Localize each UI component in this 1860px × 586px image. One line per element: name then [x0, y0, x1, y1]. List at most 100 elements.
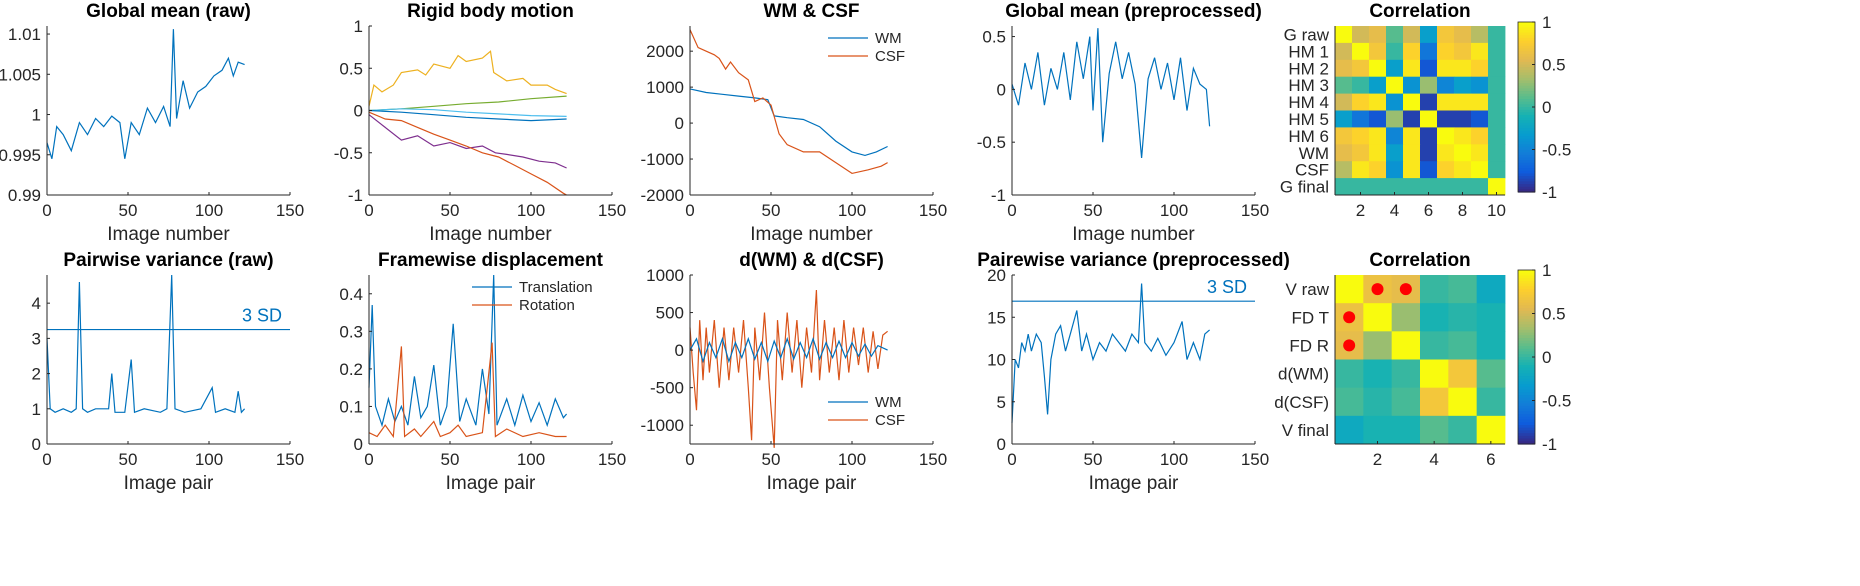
heatmap-cell — [1448, 387, 1478, 417]
heatmap-cell — [1403, 161, 1421, 179]
heatmap-cell — [1386, 93, 1404, 111]
y-tick-label: 0 — [354, 102, 363, 121]
legend-label: CSF — [875, 412, 905, 429]
x-axis-label: Image pair — [1089, 473, 1179, 494]
colorbar-segment — [1518, 313, 1535, 317]
series-line — [368, 342, 567, 439]
colorbar-tick-label: -0.5 — [1542, 141, 1571, 160]
legend-label: WM — [875, 30, 902, 47]
y-tick-label: 0.4 — [339, 285, 363, 304]
colorbar-segment — [1518, 35, 1535, 39]
colorbar-segment — [1518, 117, 1535, 121]
colorbar-segment — [1518, 64, 1535, 68]
heatmap-cell — [1488, 93, 1506, 111]
colorbar-segment — [1518, 162, 1535, 167]
colorbar-segment — [1518, 48, 1535, 52]
y-tick-label: -2000 — [641, 186, 684, 205]
heatmap-cell — [1420, 144, 1438, 162]
heatmap-cell — [1454, 110, 1472, 128]
heatmap-cell — [1471, 127, 1489, 145]
colorbar-segment — [1518, 430, 1535, 434]
heatmap-cell — [1335, 275, 1364, 304]
colorbar-segment — [1518, 80, 1535, 84]
heatmap-cell — [1386, 127, 1404, 145]
series-line — [368, 95, 567, 112]
colorbar-segment — [1518, 72, 1535, 76]
x-tick-label: 150 — [919, 450, 947, 469]
heatmap-cell — [1369, 110, 1387, 128]
heatmap-cell — [1403, 76, 1421, 94]
legend-label: Translation — [519, 279, 593, 296]
row-label: d(CSF) — [1274, 393, 1329, 412]
colorbar-segment — [1518, 427, 1535, 432]
heatmap-cell — [1335, 76, 1353, 94]
colorbar-segment — [1518, 77, 1535, 82]
x-tick-label: 100 — [195, 450, 223, 469]
colorbar-segment — [1518, 308, 1535, 312]
heatmap-cell — [1471, 110, 1489, 128]
x-tick-label: 0 — [364, 201, 373, 220]
x-axis-label: Image number — [429, 224, 552, 245]
x-tick-label: 50 — [1084, 450, 1103, 469]
chart-title: Framewise displacement — [378, 250, 604, 271]
colorbar-tick-label: 0.5 — [1542, 56, 1566, 75]
x-tick-label: 50 — [119, 450, 138, 469]
panel-p1: 0 50 100 150 0.99 0.995 1 1.005 1.01 Global mean … — [0, 1, 304, 245]
colorbar-segment — [1518, 157, 1535, 161]
colorbar-segment — [1518, 107, 1535, 111]
heatmap-cell — [1369, 26, 1387, 44]
y-tick-label: 1000 — [646, 266, 684, 285]
colorbar-segment — [1518, 120, 1535, 124]
colorbar-segment — [1518, 138, 1535, 143]
y-tick-label: 15 — [987, 308, 1006, 327]
chart-title: Correlation — [1369, 250, 1470, 271]
colorbar-segment — [1518, 32, 1535, 36]
heatmap-cell — [1391, 415, 1421, 445]
heatmap-cell — [1386, 42, 1404, 61]
panel-p4: 0 50 100 150 -1 -0.5 0 0.5 Global mean (preproce… — [977, 1, 1269, 245]
y-tick-label: 1.01 — [8, 25, 41, 44]
heatmap-cell — [1386, 161, 1404, 179]
y-tick-label: 1 — [32, 400, 41, 419]
y-tick-label: 500 — [656, 304, 684, 323]
chart-title: Global mean (preprocessed) — [1005, 1, 1262, 22]
heatmap-cell — [1448, 331, 1478, 360]
x-tick-label: 100 — [195, 201, 223, 220]
x-tick-label: 150 — [276, 201, 304, 220]
heatmap-cell — [1386, 110, 1404, 128]
colorbar-segment — [1518, 310, 1535, 315]
heatmap-cell — [1352, 144, 1370, 162]
significance-marker — [1343, 311, 1356, 324]
colorbar-segment — [1518, 414, 1535, 418]
row-label: HM 1 — [1288, 42, 1329, 61]
colorbar-segment — [1518, 109, 1535, 113]
legend-label: Rotation — [519, 297, 575, 314]
heatmap-cell — [1420, 359, 1449, 389]
colorbar-segment — [1518, 297, 1535, 301]
row-label: V final — [1282, 421, 1329, 440]
colorbar-segment — [1518, 422, 1535, 426]
panel-p10: V raw FD T FD R d(WM) d(CSF) V final 2 4 6 Correl… — [1274, 250, 1571, 469]
heatmap-cell — [1403, 42, 1421, 61]
x-tick-label: 100 — [1160, 450, 1188, 469]
heatmap-cell — [1363, 359, 1393, 389]
colorbar-segment — [1518, 381, 1535, 385]
heatmap-cell — [1488, 110, 1506, 128]
x-tick-label: 0 — [1007, 201, 1016, 220]
heatmap-cell — [1471, 76, 1489, 94]
y-tick-label: -500 — [650, 379, 684, 398]
colorbar-segment — [1518, 392, 1535, 396]
heatmap-cell — [1420, 110, 1438, 128]
colorbar-segment — [1518, 152, 1535, 156]
heatmap-cell — [1488, 127, 1506, 145]
x-tick-label: 6 — [1486, 450, 1495, 469]
heatmap-cell — [1488, 42, 1506, 61]
significance-marker — [1371, 283, 1384, 296]
heatmap-cell — [1454, 59, 1472, 78]
heatmap-cell — [1476, 359, 1506, 389]
heatmap-cell — [1403, 127, 1421, 145]
heatmap-cell — [1448, 415, 1478, 445]
heatmap-cell — [1437, 42, 1455, 61]
heatmap-cell — [1471, 26, 1489, 44]
series-line — [689, 289, 888, 448]
